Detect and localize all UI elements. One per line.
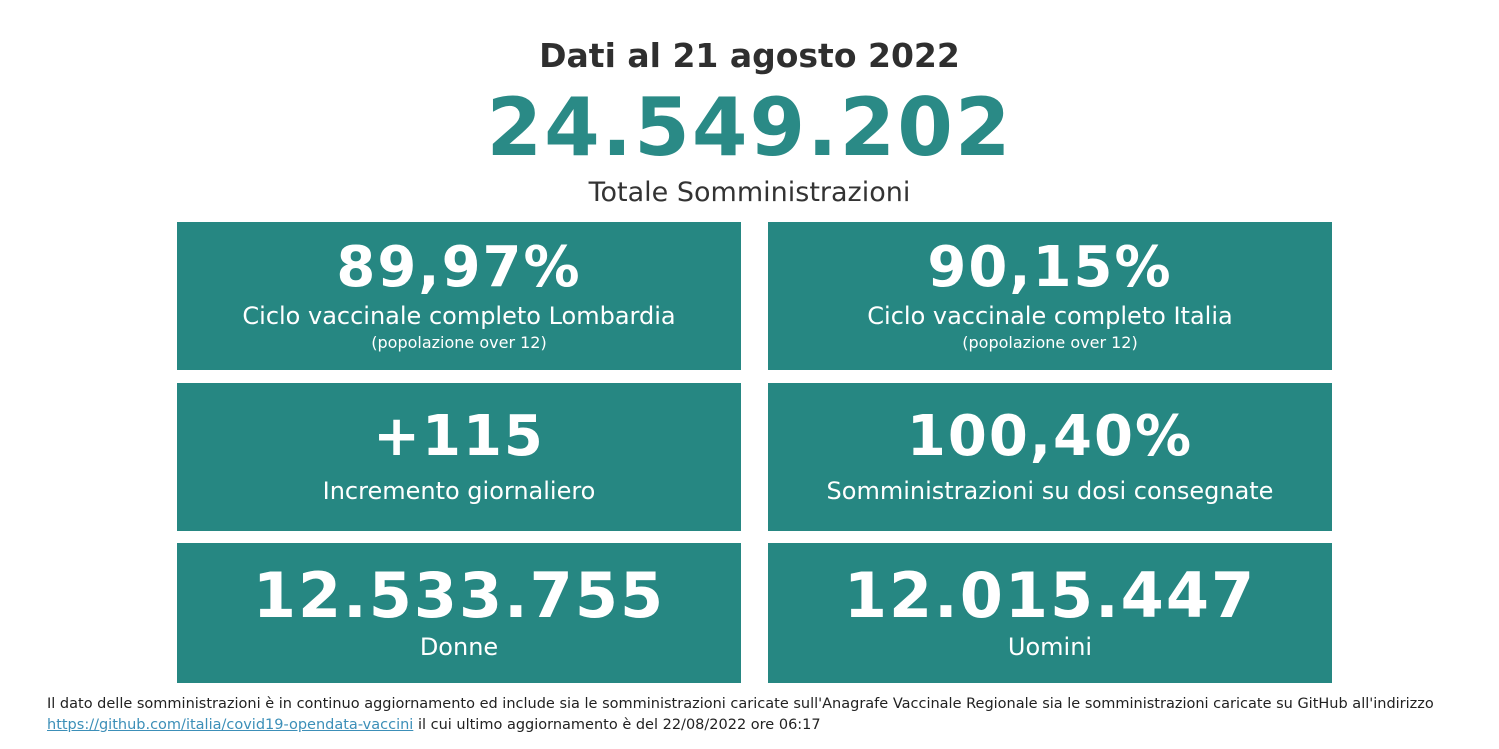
footnote: Il dato delle somministrazioni è in cont… [47, 694, 1477, 736]
card-value: 89,97% [336, 235, 582, 300]
card-full-cycle-italia: 90,15% Ciclo vaccinale completo Italia (… [768, 222, 1332, 370]
card-label: Somministrazioni su dosi consegnate [826, 477, 1274, 505]
card-administrations-vs-delivered: 100,40% Somministrazioni su dosi consegn… [768, 383, 1332, 531]
footnote-line-1: Il dato delle somministrazioni è in cont… [47, 696, 1434, 712]
card-value: 90,15% [927, 235, 1173, 300]
footnote-line-2: https://github.com/italia/covid19-openda… [47, 715, 1477, 736]
date-title: Dati al 21 agosto 2022 [539, 36, 960, 75]
card-value: 100,40% [906, 404, 1194, 469]
card-women: 12.533.755 Donne [177, 543, 741, 683]
card-value: 12.533.755 [252, 559, 666, 632]
card-label: Ciclo vaccinale completo Italia [867, 302, 1233, 330]
card-value: +115 [373, 404, 545, 469]
github-link[interactable]: https://github.com/italia/covid19-openda… [47, 717, 414, 733]
card-sublabel: (popolazione over 12) [371, 333, 547, 352]
card-daily-increment: +115 Incremento giornaliero [177, 383, 741, 531]
total-administrations-value: 24.549.202 [486, 81, 1013, 174]
card-label: Ciclo vaccinale completo Lombardia [242, 302, 676, 330]
card-men: 12.015.447 Uomini [768, 543, 1332, 683]
card-label: Incremento giornaliero [322, 477, 596, 505]
card-full-cycle-lombardia: 89,97% Ciclo vaccinale completo Lombardi… [177, 222, 741, 370]
card-label: Uomini [1007, 633, 1093, 661]
total-administrations-label: Totale Somministrazioni [588, 177, 911, 208]
card-sublabel: (popolazione over 12) [962, 333, 1138, 352]
footnote-update-text: il cui ultimo aggiornamento è del 22/08/… [417, 717, 821, 733]
card-value: 12.015.447 [843, 559, 1257, 632]
card-label: Donne [419, 633, 499, 661]
header: Dati al 21 agosto 2022 24.549.202 Totale… [0, 34, 1499, 212]
